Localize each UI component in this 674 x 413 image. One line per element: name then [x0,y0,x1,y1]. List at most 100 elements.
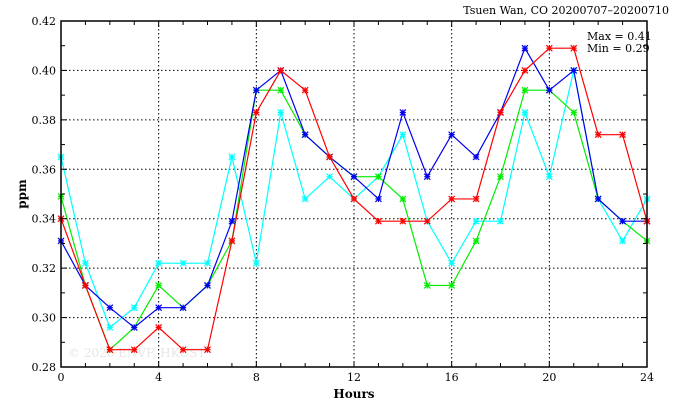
data-point-marker [179,304,187,312]
marker-stroke [106,346,114,354]
marker-stroke [521,109,529,116]
marker-stroke [545,173,553,181]
data-point-marker [179,346,187,354]
data-point-marker [399,195,407,203]
data-point-marker [155,259,163,267]
data-point-marker [399,131,407,139]
chart-title: Tsuen Wan, CO 20200707–20200710 [463,4,669,17]
marker-stroke [374,217,382,225]
data-point-marker [570,44,578,52]
data-point-marker [497,109,504,116]
marker-stroke [448,282,456,289]
data-point-marker [252,109,260,116]
data-point-marker [228,217,236,225]
data-point-marker [81,259,89,267]
series-20200709 [57,44,651,331]
data-point-marker [301,131,309,139]
marker-stroke [399,217,407,225]
data-point-marker [374,195,382,203]
data-point-marker [521,86,529,94]
grid [61,21,647,367]
marker-stroke [301,131,309,139]
data-point-marker [130,324,138,331]
x-tick-label: 12 [347,371,361,384]
marker-stroke [277,86,285,94]
y-tick-label: 0.34 [32,213,57,226]
data-point-marker [130,304,138,312]
data-point-marker [374,217,382,225]
data-point-marker [619,131,627,139]
marker-stroke [301,86,309,94]
data-point-marker [326,153,334,161]
data-point-marker [106,346,114,354]
marker-stroke [301,195,309,203]
data-point-marker [472,217,480,225]
marker-stroke [472,237,480,245]
data-point-marker [277,86,285,94]
marker-stroke [81,259,89,267]
marker-stroke [594,195,602,203]
data-point-marker [521,67,529,74]
marker-stroke [326,153,334,161]
marker-stroke [545,86,553,94]
data-point-marker [155,324,163,331]
series-20200710 [57,44,651,354]
data-point-marker [399,217,407,225]
y-tick-label: 0.42 [32,15,57,28]
data-point-marker [521,109,529,116]
x-tick-label: 24 [640,371,654,384]
data-point-marker [130,346,138,354]
data-point-marker [155,304,163,312]
marker-stroke [130,346,138,354]
marker-stroke [252,86,260,94]
data-point-marker [570,67,578,74]
ticks: 0 4 8 12 16 20 24 0.28 0.30 0.32 0.34 0.36 0.38 0.40 0… [32,15,655,384]
marker-stroke [252,259,260,267]
x-tick-label: 0 [58,371,65,384]
data-point-marker [545,44,553,52]
y-axis-label: ppm [15,179,29,209]
data-point-marker [497,173,504,181]
marker-stroke [399,195,407,203]
marker-stroke [155,324,163,331]
data-point-marker [423,282,431,289]
data-point-marker [106,304,114,312]
marker-stroke [179,304,187,312]
marker-stroke [472,153,480,161]
data-point-marker [472,153,480,161]
x-tick-label: 8 [253,371,260,384]
marker-stroke [350,173,358,181]
marker-stroke [619,237,627,245]
marker-stroke [81,282,89,289]
data-point-marker [204,346,211,354]
marker-stroke [277,67,285,74]
marker-stroke [521,86,529,94]
marker-stroke [204,346,211,354]
marker-stroke [619,131,627,139]
marker-stroke [448,131,456,139]
data-point-marker [374,173,382,181]
data-point-marker [106,324,114,331]
data-point-marker [81,282,89,289]
x-axis-label: Hours [333,387,374,401]
data-point-marker [301,195,309,203]
marker-stroke [570,109,578,116]
data-point-marker [423,217,431,225]
marker-stroke [399,109,407,116]
y-tick-label: 0.28 [32,361,57,374]
x-tick-label: 20 [542,371,556,384]
data-point-marker [619,237,627,245]
y-tick-label: 0.38 [32,114,57,127]
data-point-marker [448,131,456,139]
y-tick-label: 0.30 [32,312,57,325]
data-point-marker [252,86,260,94]
marker-stroke [521,67,529,74]
annotation-min: Min = 0.29 [587,42,650,55]
data-point-marker [301,86,309,94]
marker-stroke [497,173,504,181]
y-tick-label: 0.40 [32,64,57,77]
marker-stroke [448,195,456,203]
marker-stroke [179,259,187,267]
data-point-marker [228,153,236,161]
data-point-marker [204,282,211,289]
